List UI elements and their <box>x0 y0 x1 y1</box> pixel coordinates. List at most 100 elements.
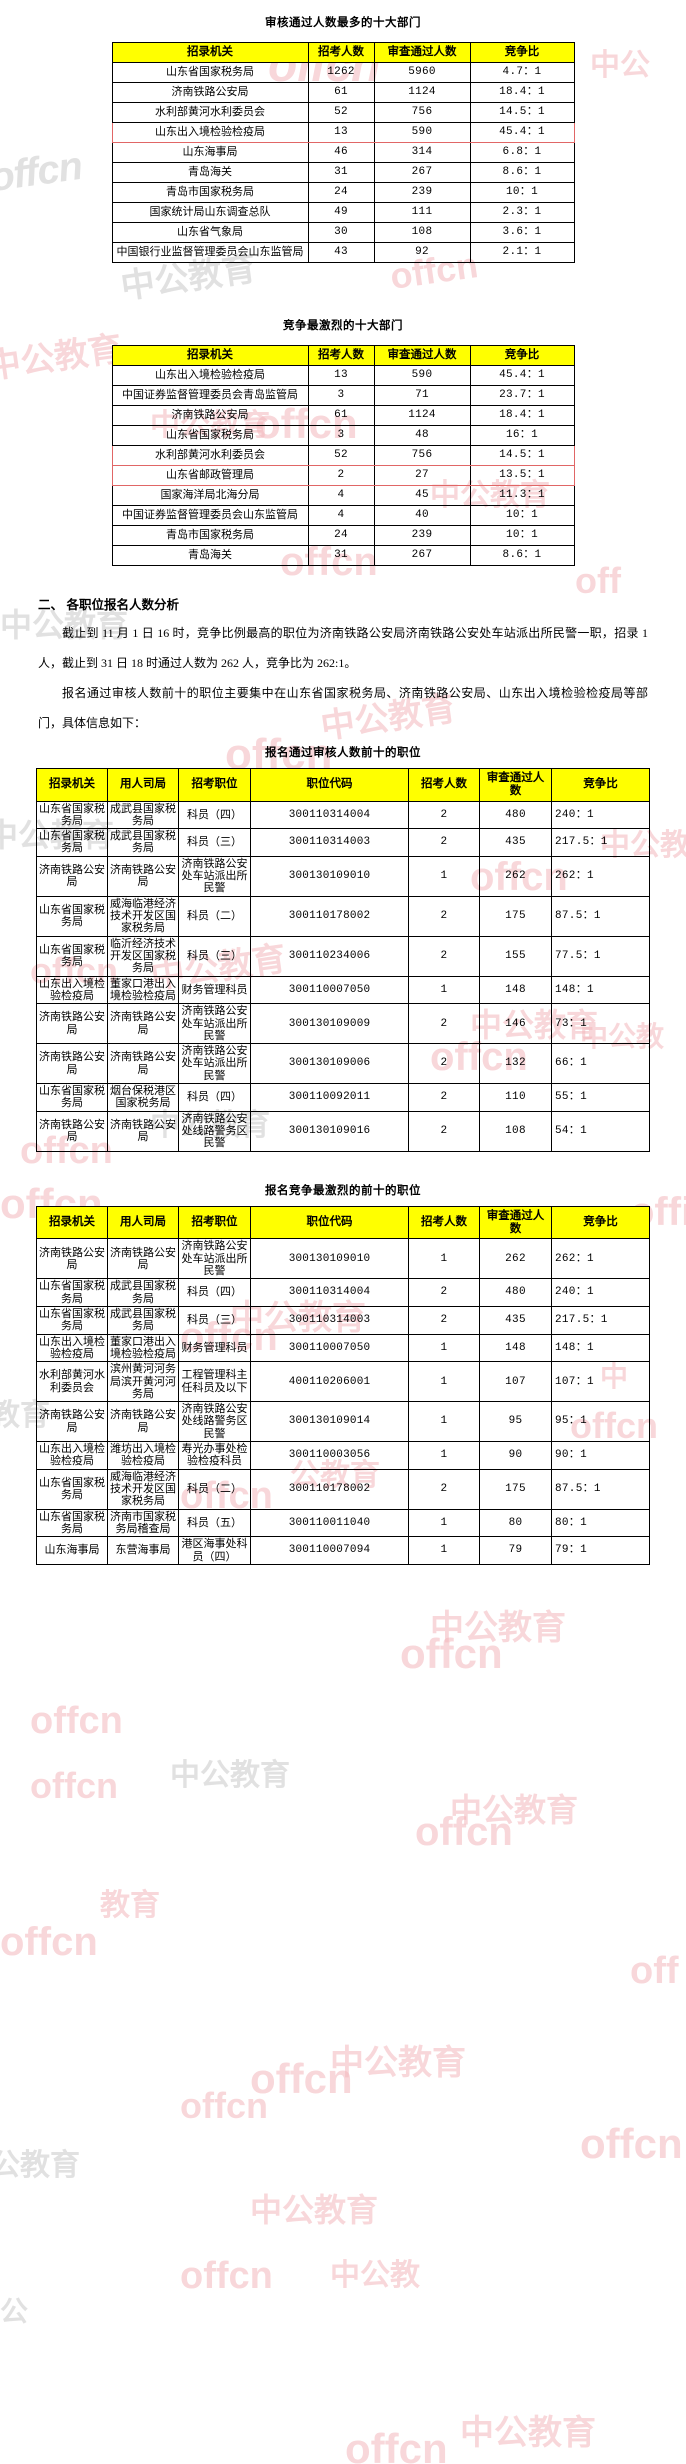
cell-passed: 146 <box>479 1003 552 1045</box>
cell-agency: 中国证券监督管理委员会山东监管局 <box>111 504 309 526</box>
cell-passed: 148 <box>479 975 552 1005</box>
table3-body: 山东省国家税务局 成武县国家税务局 科员（四） 300110314004 2 480 240… <box>36 800 650 1152</box>
cell-agency: 济南铁路公安局 <box>111 404 309 426</box>
cell-position: 科员（三） <box>178 1305 251 1335</box>
cell-ratio: 8.6：1 <box>469 544 575 566</box>
cell-code: 300130109006 <box>250 1043 409 1085</box>
cell-passed: 239 <box>373 524 471 546</box>
cell-passed: 111 <box>373 201 471 223</box>
cell-hire: 2 <box>408 1003 480 1045</box>
cell-passed: 480 <box>479 800 552 830</box>
cell-position: 科员（二） <box>178 895 251 937</box>
cell-agency: 青岛海关 <box>111 161 309 183</box>
cell-ratio: 217.5：1 <box>551 828 650 857</box>
table-row: 济南铁路公安局 61 1124 18.4：1 <box>111 81 575 103</box>
cell-position: 科员（四） <box>178 1083 251 1112</box>
table-row: 中国证券监督管理委员会山东监管局 4 40 10：1 <box>111 504 575 526</box>
cell-ratio: 240：1 <box>551 800 650 830</box>
cell-ratio: 45.4：1 <box>469 364 575 386</box>
cell-hire: 13 <box>307 364 375 386</box>
cell-hire: 31 <box>307 544 375 566</box>
cell-agency: 山东省国家税务局 <box>36 1305 108 1335</box>
cell-dept: 滨州黄河河务局滨开黄河河务局 <box>107 1361 179 1403</box>
cell-agency: 青岛市国家税务局 <box>111 524 309 546</box>
cell-dept: 济南铁路公安局 <box>107 1238 179 1280</box>
cell-hire: 30 <box>307 221 375 243</box>
watermark-offcn: offcn <box>30 1700 123 1742</box>
cell-hire: 1 <box>408 1333 480 1363</box>
table4-title: 报名竞争最激烈的前十的职位 <box>265 1184 421 1197</box>
cell-dept: 成武县国家税务局 <box>107 800 179 830</box>
cell-dept: 董家口港出入境检验检疫局 <box>107 1333 179 1363</box>
cell-ratio: 13.5：1 <box>469 464 575 486</box>
cell-agency: 山东省国家税务局 <box>36 935 108 977</box>
watermark-brand-cn: 公教育 <box>0 2149 80 2182</box>
cell-ratio: 6.8：1 <box>469 141 575 163</box>
cell-dept: 董家口港出入境检验检疫局 <box>107 975 179 1005</box>
col-ratio: 竞争比 <box>551 1205 650 1240</box>
cell-hire: 2 <box>307 464 375 486</box>
watermark-offcn: offcn <box>30 1765 118 1806</box>
cell-position: 财务管理科员 <box>178 1333 251 1363</box>
cell-agency: 国家海洋局北海分局 <box>111 484 309 506</box>
cell-hire: 2 <box>408 895 480 937</box>
cell-passed: 71 <box>373 384 471 406</box>
cell-ratio: 87.5：1 <box>551 895 650 937</box>
cell-passed: 267 <box>373 544 471 566</box>
cell-passed: 90 <box>479 1441 552 1470</box>
section2-paragraph-2: 报名通过审核人数前十的职位主要集中在山东省国家税务局、济南铁路公安局、山东出入境… <box>38 685 648 730</box>
cell-agency: 国家统计局山东调查总队 <box>111 201 309 223</box>
table-row: 中国银行业监督管理委员会山东监管局 43 92 2.1：1 <box>111 241 575 263</box>
cell-code: 300110092011 <box>250 1083 409 1112</box>
table-row: 山东省国家税务局 成武县国家税务局 科员（四） 300110314004 2 480 240… <box>36 1278 650 1307</box>
cell-code: 300130109010 <box>250 855 409 897</box>
table-row: 济南铁路公安局 济南铁路公安局 济南铁路公安处车站派出所民警 300130109010… <box>36 855 650 897</box>
table-header-row: 招录机关 用人司局 招考职位 职位代码 招考人数 审查通过人数 竞争比 <box>36 1205 650 1240</box>
cell-hire: 1262 <box>307 61 375 83</box>
col-ratio: 竞争比 <box>469 344 575 366</box>
cell-ratio: 45.4：1 <box>469 121 575 143</box>
cell-passed: 148 <box>479 1333 552 1363</box>
cell-hire: 2 <box>408 1110 480 1152</box>
table-row: 山东省国家税务局 济南市国家税务局稽查局 科员（五） 300110011040 1 80 8… <box>36 1508 650 1538</box>
cell-hire: 31 <box>307 161 375 183</box>
watermark-offcn: offcn <box>180 2085 268 2126</box>
cell-agency: 水利部黄河水利委员会 <box>111 101 309 123</box>
table4-body: 济南铁路公安局 济南铁路公安局 济南铁路公安处车站派出所民警 300130109010… <box>36 1238 650 1565</box>
cell-ratio: 107：1 <box>551 1361 650 1403</box>
table-row: 济南铁路公安局 济南铁路公安局 济南铁路公安处车站派出所民警 300130109006… <box>36 1043 650 1085</box>
cell-ratio: 55：1 <box>551 1083 650 1112</box>
col-agency: 招录机关 <box>36 767 108 802</box>
col-hire-count: 招考人数 <box>307 344 375 366</box>
cell-agency: 济南铁路公安局 <box>36 1003 108 1045</box>
cell-passed: 480 <box>479 1278 552 1307</box>
cell-hire: 4 <box>307 484 375 506</box>
cell-agency: 水利部黄河水利委员会 <box>111 444 309 466</box>
cell-code: 300110003056 <box>250 1441 409 1470</box>
cell-hire: 61 <box>307 81 375 103</box>
cell-hire: 13 <box>307 121 375 143</box>
cell-dept: 济南铁路公安局 <box>107 1003 179 1045</box>
table-row: 中国证券监督管理委员会青岛监管局 3 71 23.7：1 <box>111 384 575 406</box>
cell-passed: 435 <box>479 828 552 857</box>
cell-agency: 山东出入境检验检疫局 <box>36 1441 108 1470</box>
cell-ratio: 77.5：1 <box>551 935 650 977</box>
cell-passed: 110 <box>479 1083 552 1112</box>
cell-code: 300110007050 <box>250 1333 409 1363</box>
cell-position: 寿光办事处检验检疫科员 <box>178 1441 251 1470</box>
cell-ratio: 79：1 <box>551 1536 650 1565</box>
cell-ratio: 80：1 <box>551 1508 650 1538</box>
col-hire-count: 招考人数 <box>307 42 375 63</box>
cell-code: 300110314003 <box>250 828 409 857</box>
cell-position: 济南铁路公安处车站派出所民警 <box>178 855 251 897</box>
cell-passed: 1124 <box>373 404 471 426</box>
cell-hire: 24 <box>307 181 375 203</box>
cell-hire: 1 <box>408 855 480 897</box>
watermark-offcn: offcn <box>415 1810 513 1854</box>
col-employing-dept: 用人司局 <box>107 767 179 802</box>
cell-agency: 山东出入境检验检疫局 <box>111 364 309 386</box>
cell-hire: 2 <box>408 1278 480 1307</box>
cell-agency: 山东省国家税务局 <box>36 800 108 830</box>
section2-paragraph-1: 截止到 11 月 1 日 16 时，竞争比例最高的职位为济南铁路公安局济南铁路公… <box>38 625 648 670</box>
col-agency: 招录机关 <box>36 1205 108 1240</box>
